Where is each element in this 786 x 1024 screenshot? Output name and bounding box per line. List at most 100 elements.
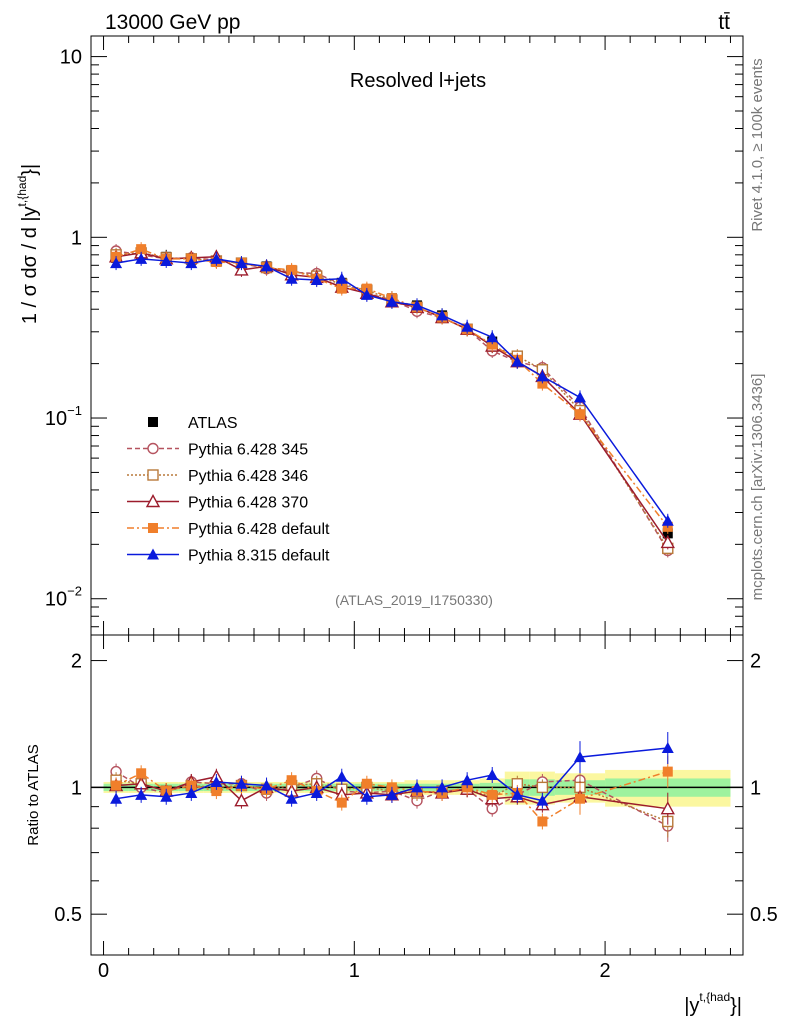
ratio-point: [361, 778, 372, 789]
ratio-ytick-label-left-2: 0.5: [54, 904, 82, 926]
ratio-point: [335, 770, 348, 782]
ratio-point: [135, 788, 148, 800]
main-series-line-5: [115, 258, 669, 522]
xtick-label-2: 2: [600, 960, 611, 982]
xlabel: |yt,{had}|: [684, 990, 742, 1017]
top-ylabel-end: }|: [19, 164, 41, 176]
main-point: [285, 272, 298, 284]
main-ytick-label-0: 10: [60, 47, 82, 69]
xtick-label-1: 1: [349, 960, 360, 982]
ratio-point: [662, 766, 673, 777]
ratio-point: [210, 775, 223, 787]
ratio-point: [536, 781, 549, 794]
ratio-point: [487, 789, 498, 800]
legend-marker: [148, 417, 158, 427]
main-point: [336, 283, 347, 294]
ratio-series: [108, 732, 675, 842]
main-point: [110, 257, 123, 269]
main-point: [185, 257, 198, 269]
main-point: [511, 355, 524, 367]
main-point: [310, 274, 323, 286]
main-series-4: [111, 242, 673, 534]
main-ytick-label-2: 10−1: [45, 403, 82, 430]
main-point: [136, 244, 147, 255]
main-ytick-label-3: 10−2: [45, 584, 82, 611]
legend-entry-2: Pythia 6.428 346: [127, 468, 308, 485]
energy-label: 13000 GeV pp: [105, 11, 240, 34]
main-ytick-label-1: 1: [71, 227, 82, 249]
ratio-point: [285, 792, 298, 804]
ratio-ytick-label-right-0: 2: [750, 651, 761, 673]
legend-entry-3: Pythia 6.428 370: [127, 494, 308, 512]
ratio-point: [574, 751, 586, 763]
legend-label: Pythia 8.315 default: [188, 548, 330, 565]
legend-label: Pythia 6.428 370: [188, 495, 308, 512]
main-series: [108, 242, 675, 558]
top-ylabel-sup: t,{had: [15, 176, 29, 207]
main-panel-frame: [90, 35, 744, 636]
top-ylabel-main: 1 / σ dσ / d |y: [19, 206, 41, 324]
ratio-point: [286, 775, 297, 786]
main-point: [487, 339, 498, 350]
ratio-point: [436, 781, 449, 793]
ratio-ytick-label-right-2: 0.5: [750, 904, 778, 926]
xlabel-sup: t,{had: [699, 990, 730, 1004]
ratio-point: [111, 780, 122, 791]
ratio-point: [461, 774, 474, 786]
ratio-point: [336, 797, 347, 808]
ratio-point: [385, 788, 398, 800]
legend-entry-5: Pythia 8.315 default: [127, 548, 330, 565]
legend-marker: [148, 523, 158, 533]
ratio-ytick-label-right-1: 1: [750, 777, 761, 799]
legend-entry-0: ATLAS: [148, 415, 238, 432]
ratio-point: [211, 786, 222, 797]
svg-text:1 / σ dσ / d |yt,{had}|: 1 / σ dσ / d |yt,{had}|: [15, 164, 41, 324]
main-point: [385, 295, 398, 307]
top-ylabel: 1 / σ dσ / d |yt,{had}|: [15, 164, 41, 324]
ratio-point: [360, 790, 373, 802]
ratio-point: [411, 781, 423, 793]
main-ticks: 10 1 10−1 10−2: [45, 36, 743, 635]
ratio-point: [235, 777, 248, 789]
ratio-ytick-label-left-1: 1: [71, 777, 82, 799]
ratio-ylabel: Ratio to ATLAS: [25, 744, 42, 845]
ratio-point: [486, 768, 499, 780]
legend-marker: [147, 548, 159, 560]
ratio-series-line-4: [115, 747, 668, 802]
ratio-point: [160, 790, 173, 802]
ratio-ticks: 2 2 1 1 0.5 0.5 0 1 2: [54, 635, 778, 982]
legend: ATLAS Pythia 6.428 345 Pythia 6.428 346 Pyt…: [127, 415, 330, 565]
main-point: [411, 299, 423, 311]
main-point: [286, 264, 297, 275]
main-point: [537, 378, 548, 389]
ratio-ytick-label-left-0: 2: [71, 651, 82, 673]
main-point: [260, 260, 273, 272]
legend-label: ATLAS: [188, 415, 238, 432]
main-series-5: [110, 251, 674, 528]
legend-entry-1: Pythia 6.428 345: [127, 442, 308, 459]
main-point: [160, 254, 173, 266]
rivet-label: Rivet 4.1.0, ≥ 100k events: [749, 58, 766, 231]
main-point: [436, 309, 449, 321]
analysis-id: (ATLAS_2019_I1750330): [335, 592, 493, 608]
ratio-point: [575, 793, 585, 804]
mcplots-label: mcplots.cern.ch [arXiv:1306.3436]: [749, 374, 766, 601]
legend-label: Pythia 6.428 default: [188, 521, 330, 538]
legend-marker: [147, 469, 159, 481]
ratio-point: [234, 793, 249, 807]
ratio-point: [310, 786, 323, 798]
ratio-point: [536, 794, 549, 806]
main-point: [486, 331, 499, 343]
ratio-point: [185, 786, 198, 798]
main-point: [461, 320, 474, 332]
main-point: [235, 257, 248, 269]
ratio-panel-frame: [90, 634, 744, 956]
ratio-point: [537, 816, 548, 827]
ratio-point: [110, 792, 123, 804]
main-point: [661, 514, 674, 526]
ratio-series-4: [110, 732, 674, 809]
xtick-label-0: 0: [98, 960, 109, 982]
xlabel-end: }|: [730, 995, 742, 1017]
main-point: [536, 370, 549, 382]
